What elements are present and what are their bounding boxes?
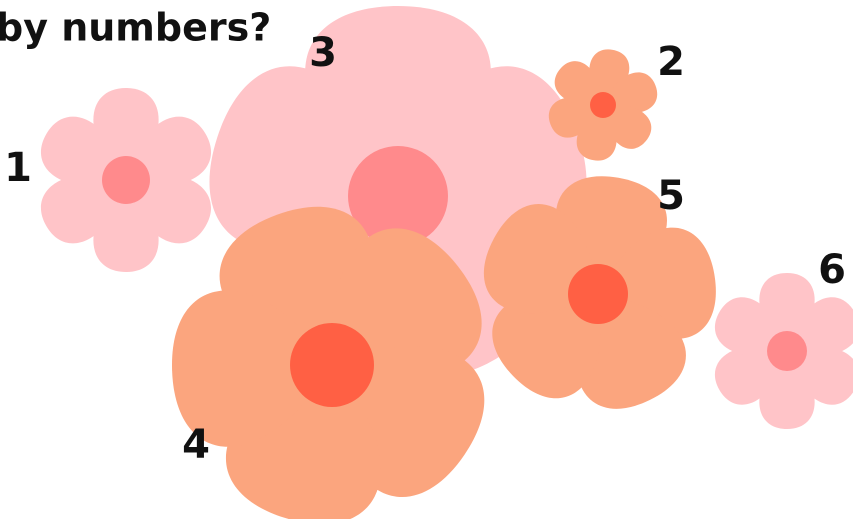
petal xyxy=(787,346,853,405)
petal xyxy=(41,174,126,244)
flower-label: 4 xyxy=(182,422,210,468)
flower-label: 6 xyxy=(818,247,846,293)
title: by numbers? xyxy=(0,6,271,50)
flower-label: 5 xyxy=(657,173,685,219)
flower xyxy=(548,49,658,161)
flower-label: 1 xyxy=(4,145,32,191)
petal xyxy=(714,346,787,405)
petal xyxy=(548,96,603,138)
petal xyxy=(172,290,332,447)
petal xyxy=(787,297,853,356)
flower xyxy=(483,176,716,409)
flower-center xyxy=(348,146,448,246)
petal xyxy=(714,297,787,356)
petal xyxy=(41,116,126,186)
flower xyxy=(714,273,853,429)
flower-label: 3 xyxy=(309,30,337,76)
flower-center xyxy=(568,264,628,324)
flower xyxy=(41,88,211,272)
petal xyxy=(126,174,211,244)
flower-center xyxy=(767,331,807,371)
flower-label: 2 xyxy=(657,39,685,85)
flowers xyxy=(41,6,853,519)
petal xyxy=(126,116,211,186)
petal xyxy=(331,228,482,379)
flower-center xyxy=(102,156,150,204)
petal xyxy=(603,72,658,114)
flower-center xyxy=(290,323,374,407)
petal xyxy=(492,289,601,399)
flower-center xyxy=(590,92,616,118)
flower xyxy=(172,206,485,519)
petal xyxy=(554,61,603,106)
